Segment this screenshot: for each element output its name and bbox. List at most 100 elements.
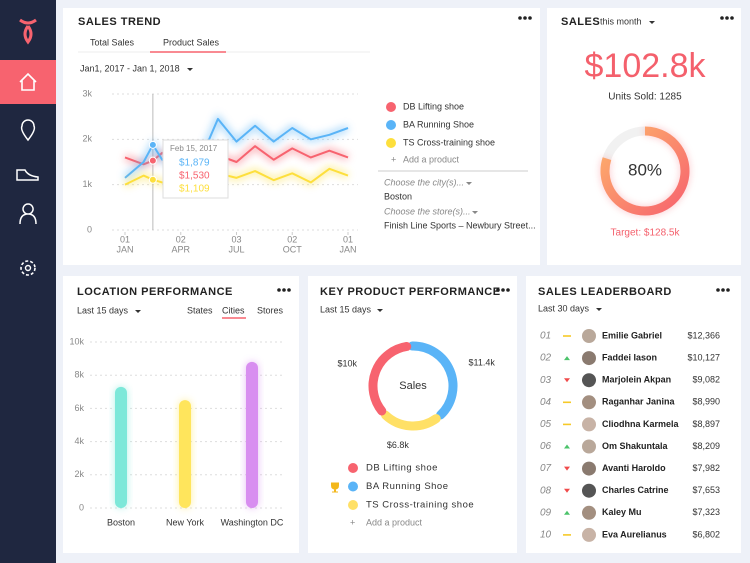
name[interactable]: Raganhar Janina	[602, 397, 676, 407]
rank: 01	[540, 331, 551, 342]
nav-home[interactable]	[0, 60, 56, 104]
logo[interactable]	[19, 18, 37, 45]
rank: 04	[540, 397, 552, 408]
avatar	[582, 439, 596, 454]
menu-dot[interactable]	[528, 16, 532, 20]
menu-dot[interactable]	[716, 288, 720, 292]
hover-point	[148, 140, 157, 149]
donut-label: $11.4k	[469, 358, 496, 368]
menu-dot[interactable]	[721, 288, 725, 292]
period[interactable]: Last 30 days	[538, 303, 590, 313]
y-tick-label: 0	[87, 224, 92, 234]
filter-prompt[interactable]: Choose the store(s)...	[384, 206, 471, 216]
plus: +	[391, 154, 396, 164]
tab[interactable]: Total Sales	[90, 37, 135, 47]
donut-label: $10k	[338, 359, 358, 369]
legend-label[interactable]: BA Running Shoe	[403, 119, 474, 129]
filter-value: Finish Line Sports – Newbury Street...	[384, 220, 536, 230]
y-tick-label: 2k	[82, 134, 92, 144]
nav-location[interactable]	[20, 119, 36, 142]
donut-label: $6.8k	[387, 440, 410, 450]
tab[interactable]: Product Sales	[163, 37, 220, 47]
name[interactable]: Eva Aurelianus	[602, 529, 667, 539]
card	[308, 276, 517, 553]
avatar	[582, 329, 596, 343]
name[interactable]: Emilie Gabriel	[602, 330, 662, 340]
plus: +	[350, 517, 355, 527]
settings-icon	[24, 264, 32, 272]
y-tick-label: 0	[79, 502, 84, 512]
title: SALES TREND	[78, 16, 161, 28]
name[interactable]: Marjolein Akpan	[602, 375, 671, 385]
legend-dot	[348, 463, 358, 473]
tab[interactable]: States	[187, 305, 213, 315]
rank: 08	[540, 485, 552, 496]
y-tick-label: 3k	[82, 88, 92, 98]
menu-dot[interactable]	[523, 16, 527, 20]
name[interactable]: Charles Catrine	[602, 485, 669, 495]
name[interactable]: Om Shakuntala	[602, 441, 669, 451]
hover-point	[148, 156, 157, 165]
nav-settings[interactable]	[20, 260, 36, 276]
rank: 09	[540, 507, 552, 518]
menu-dot[interactable]	[501, 288, 505, 292]
x-tick-label: 03	[231, 234, 241, 244]
menu-dot[interactable]	[720, 16, 724, 20]
title: KEY PRODUCT PERFORMANCE	[320, 286, 501, 298]
legend-label[interactable]: DB Lifting shoe	[366, 463, 438, 474]
tab[interactable]: Cities	[222, 305, 245, 315]
menu-dot[interactable]	[725, 16, 729, 20]
legend-dot	[386, 120, 396, 130]
tooltip	[162, 139, 229, 199]
trend-down	[564, 378, 570, 383]
caret	[596, 308, 602, 311]
name[interactable]: Cliodhna Karmela	[602, 419, 680, 429]
add-product[interactable]: Add a product	[403, 154, 460, 164]
period[interactable]: this month	[600, 16, 642, 26]
menu-dot[interactable]	[726, 288, 730, 292]
amount: $8,897	[692, 419, 720, 429]
trophy	[331, 482, 339, 493]
name[interactable]: Faddei Iason	[602, 352, 657, 362]
nav-users[interactable]	[19, 203, 37, 225]
x-tick-label: 02	[287, 234, 297, 244]
name[interactable]: Kaley Mu	[602, 507, 642, 517]
rank: 10	[540, 530, 552, 541]
amount: $9,082	[692, 375, 720, 385]
caret	[135, 310, 141, 313]
target: Target: $128.5k	[611, 228, 681, 239]
y-tick-label: 6k	[74, 403, 84, 413]
units: Units Sold: 1285	[608, 92, 682, 103]
menu-dot[interactable]	[496, 288, 500, 292]
trend-down	[564, 488, 570, 493]
amount: $10,127	[687, 352, 720, 362]
amount: $12,366	[687, 330, 720, 340]
tab[interactable]: Stores	[257, 305, 284, 315]
avatar	[582, 373, 596, 388]
legend-label[interactable]: TS Cross-training shoe	[366, 500, 474, 511]
date-range[interactable]: Jan1, 2017 - Jan 1, 2018	[80, 63, 180, 73]
y-tick-label: 10k	[69, 336, 84, 346]
menu-dot[interactable]	[287, 288, 291, 292]
y-tick-label: 1k	[82, 179, 92, 189]
y-tick-label: 4k	[74, 436, 84, 446]
add-product[interactable]: Add a product	[366, 517, 423, 527]
avatar	[582, 417, 596, 432]
name[interactable]: Avanti Haroldo	[602, 463, 666, 473]
period[interactable]: Last 15 days	[77, 305, 129, 315]
menu-dot[interactable]	[282, 288, 286, 292]
legend-label[interactable]: TS Cross-training shoe	[403, 137, 495, 147]
legend-label[interactable]: BA Running Shoe	[366, 481, 449, 492]
filter-prompt[interactable]: Choose the city(s)...	[384, 177, 464, 187]
menu-dot[interactable]	[518, 16, 522, 20]
menu-dot[interactable]	[730, 16, 734, 20]
legend-label[interactable]: DB Lifting shoe	[403, 101, 464, 111]
nav-products[interactable]	[16, 169, 39, 181]
menu-dot[interactable]	[277, 288, 281, 292]
period[interactable]: Last 15 days	[320, 304, 372, 314]
amount: $7,982	[692, 463, 720, 473]
caret	[377, 309, 383, 312]
rank: 07	[540, 463, 552, 474]
x-tick-label: JAN	[116, 244, 133, 254]
menu-dot[interactable]	[506, 288, 510, 292]
